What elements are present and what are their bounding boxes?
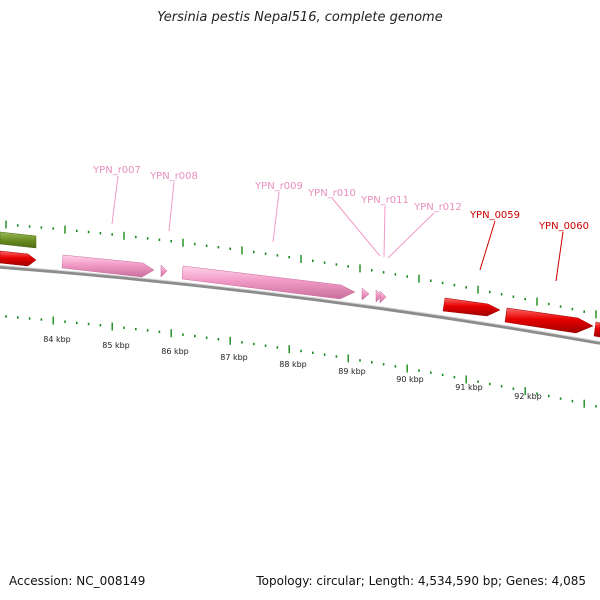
feature-label: YPN_0059 bbox=[469, 210, 520, 221]
kbp-label: 87 kbp bbox=[220, 353, 248, 362]
feature-rrna-YPN_r007 bbox=[61, 254, 155, 278]
feature-rrna-YPN_r011 bbox=[375, 289, 383, 303]
leader-YPN_0060 bbox=[555, 231, 564, 282]
leader-YPN_0059 bbox=[479, 220, 496, 271]
kbp-label: 89 kbp bbox=[338, 367, 366, 376]
feature-rrna-YPN_r008 bbox=[160, 264, 168, 278]
feature-label: YPN_0060 bbox=[538, 221, 589, 232]
label-leader-lines bbox=[111, 175, 564, 282]
leader-YPN_r010 bbox=[331, 197, 381, 257]
feature-rrna-YPN_r012 bbox=[379, 290, 387, 304]
kbp-label: 91 kbp bbox=[455, 383, 483, 392]
leader-YPN_r008 bbox=[168, 181, 175, 232]
kbp-label: 90 kbp bbox=[396, 375, 424, 384]
genome-backbone bbox=[0, 265, 600, 345]
feature-label: YPN_r012 bbox=[413, 202, 462, 213]
feature-gene-YPN_0059 bbox=[442, 297, 501, 317]
kbp-scale-labels: 84 kbp 85 kbp 86 kbp 87 kbp 88 kbp 89 kb… bbox=[43, 335, 542, 401]
feature-gene-red-right bbox=[593, 321, 600, 338]
map-title: Yersinia pestis Nepal516, complete genom… bbox=[157, 10, 443, 25]
leader-YPN_r012 bbox=[387, 212, 435, 259]
kbp-label: 85 kbp bbox=[102, 341, 130, 350]
feature-label: YPN_r007 bbox=[92, 165, 141, 176]
leader-YPN_r011 bbox=[383, 205, 386, 258]
kbp-label: 92 kbp bbox=[514, 392, 542, 401]
genome-backbone-highlight bbox=[0, 265, 600, 342]
lower-tick-track bbox=[5, 315, 597, 408]
feature-gene-YPN_0060 bbox=[504, 307, 594, 334]
kbp-label: 88 kbp bbox=[279, 360, 307, 369]
feature-rrna-YPN_r010 bbox=[361, 287, 370, 301]
footer-accession: Accession: NC_008149 bbox=[9, 574, 146, 588]
feature-label: YPN_r009 bbox=[254, 181, 303, 192]
feature-rrna-YPN_r009 bbox=[181, 265, 356, 300]
kbp-label: 84 kbp bbox=[43, 335, 71, 344]
feature-labels: YPN_r007 YPN_r008 YPN_r009 YPN_r010 YPN_… bbox=[92, 165, 589, 232]
feature-label: YPN_r008 bbox=[149, 171, 198, 182]
feature-label: YPN_r011 bbox=[360, 195, 409, 206]
footer-stats: Topology: circular; Length: 4,534,590 bp… bbox=[256, 574, 586, 588]
upper-tick-track bbox=[5, 220, 597, 319]
feature-other-green bbox=[0, 231, 37, 249]
kbp-label: 86 kbp bbox=[161, 347, 189, 356]
leader-YPN_r009 bbox=[272, 191, 280, 243]
leader-YPN_r007 bbox=[111, 175, 119, 225]
feature-gene-red-left bbox=[0, 250, 37, 267]
feature-label: YPN_r010 bbox=[307, 188, 356, 199]
